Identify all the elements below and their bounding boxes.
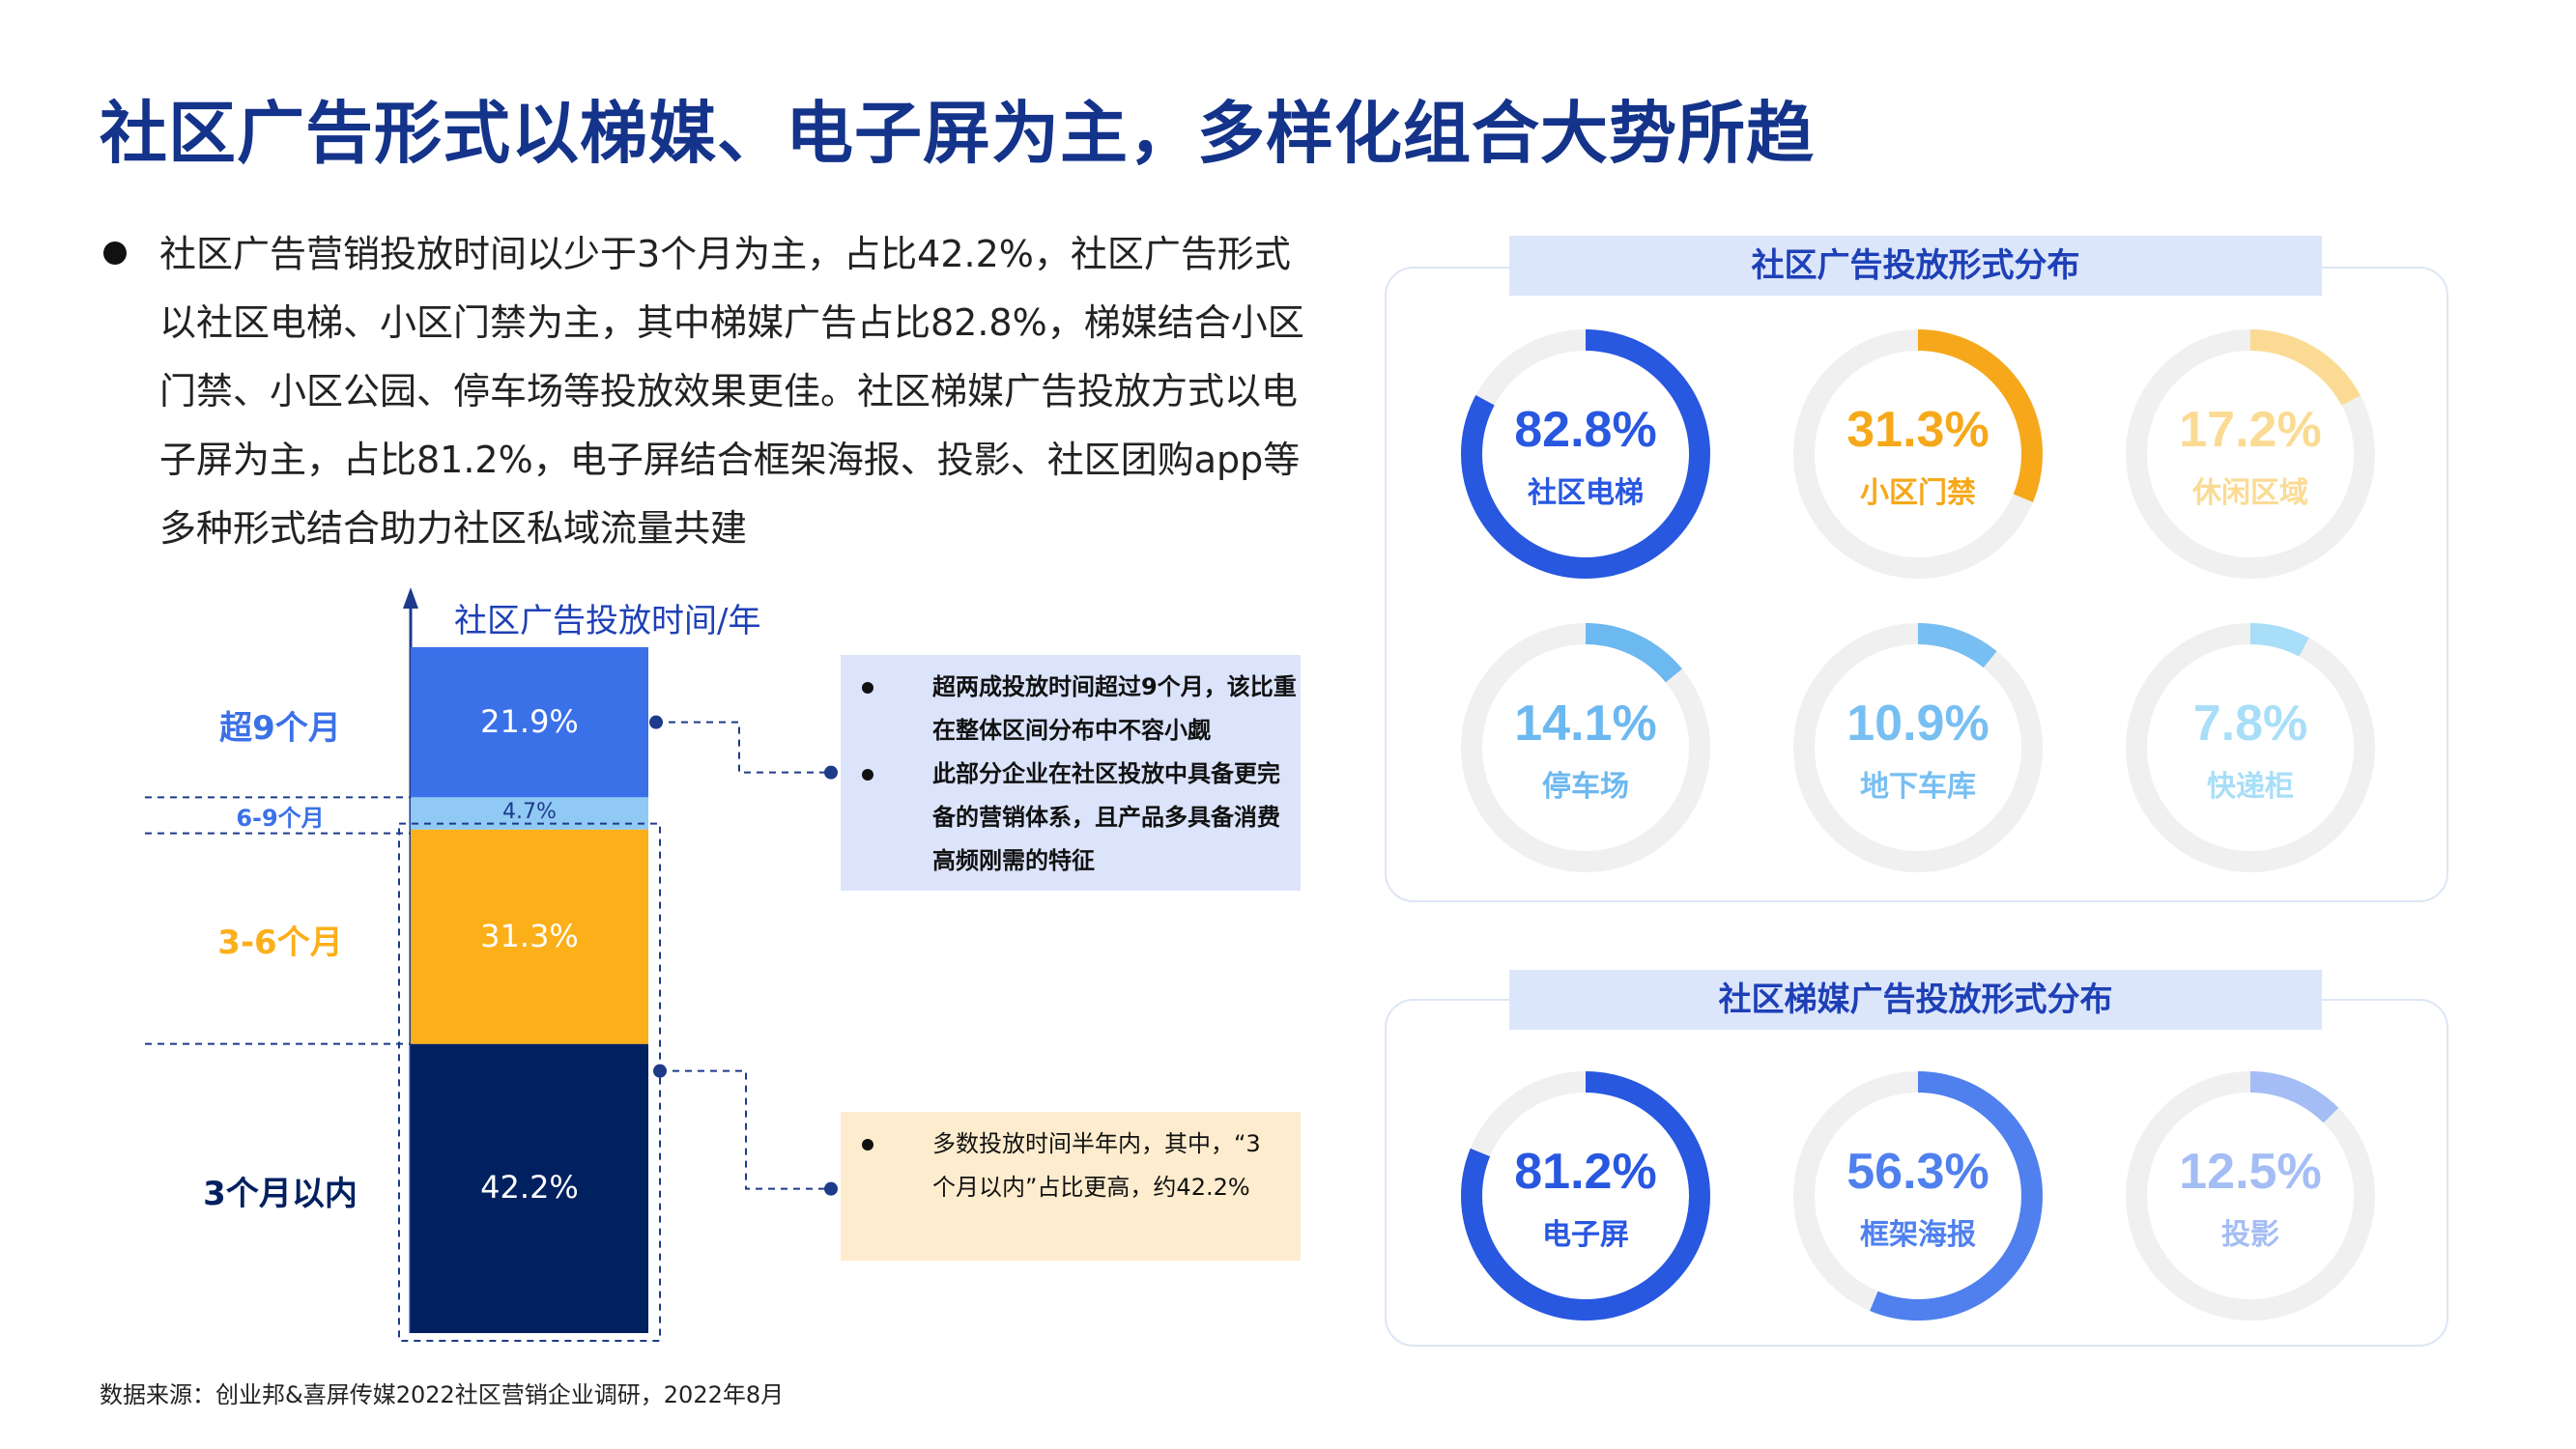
y-axis-arrow [403, 587, 418, 609]
bar-segment [411, 647, 648, 798]
callout-short-duration: 多数投放时间半年内，其中，“3个月以内”占比更高，约42.2% [841, 1112, 1301, 1261]
bar-category-label: 超9个月 [219, 708, 341, 748]
callout-text: 多数投放时间半年内，其中，“3个月以内”占比更高，约42.2% [932, 1130, 1261, 1201]
bullet-dot [103, 242, 127, 265]
connector-line [656, 721, 831, 774]
connector-line [660, 1069, 831, 1190]
callout-item: 此部分企业在社区投放中具备更完备的营销体系，且产品多具备消费高频刚需的特征 [841, 753, 1301, 883]
callout-text: 此部分企业在社区投放中具备更完备的营销体系，且产品多具备消费高频刚需的特征 [932, 760, 1280, 874]
bar-category-label: 3个月以内 [203, 1175, 358, 1214]
duration-bar-svg [145, 587, 838, 1342]
callout-item: 多数投放时间半年内，其中，“3个月以内”占比更高，约42.2% [841, 1122, 1301, 1209]
duration-bar-chart: 社区广告投放时间/年 42.2% 3个月以内 31.3% 3-6个月 4.7% 6-9个月… [0, 580, 1353, 1352]
bar-value-label: 31.3% [480, 917, 579, 954]
bar-category-label: 6-9个月 [236, 805, 325, 832]
bar-chart-title: 社区广告投放时间/年 [454, 602, 761, 640]
bar-value-label: 21.9% [480, 702, 579, 740]
callout-long-duration: 超两成投放时间超过9个月，该比重在整体区间分布中不容小觑 此部分企业在社区投放中… [841, 655, 1301, 891]
ad-format-panel [1385, 267, 2448, 902]
callout-item: 超两成投放时间超过9个月，该比重在整体区间分布中不容小觑 [841, 666, 1301, 753]
page-title: 社区广告形式以梯媒、电子屏为主，多样化组合大势所趋 [100, 94, 1815, 173]
intro-paragraph: 社区广告营销投放时间以少于3个月为主，占比42.2%，社区广告形式以社区电梯、小… [159, 233, 1304, 550]
bar-category-label: 3-6个月 [217, 923, 343, 962]
callout-text: 超两成投放时间超过9个月，该比重在整体区间分布中不容小觑 [932, 673, 1297, 744]
elevator-format-panel-title: 社区梯媒广告投放形式分布 [1509, 970, 2322, 1030]
ad-format-panel-title: 社区广告投放形式分布 [1509, 236, 2322, 296]
source-footnote: 数据来源：创业邦&喜屏传媒2022社区营销企业调研，2022年8月 [100, 1381, 785, 1408]
elevator-format-panel [1385, 999, 2448, 1347]
bar-value-label: 4.7% [502, 800, 557, 824]
bar-segment [411, 1043, 648, 1333]
short-duration-highlight-box [398, 822, 661, 1342]
connector-dot [824, 765, 838, 780]
bar-segment [411, 829, 648, 1044]
connector-dot [824, 1181, 838, 1196]
bar-value-label: 42.2% [480, 1169, 579, 1207]
